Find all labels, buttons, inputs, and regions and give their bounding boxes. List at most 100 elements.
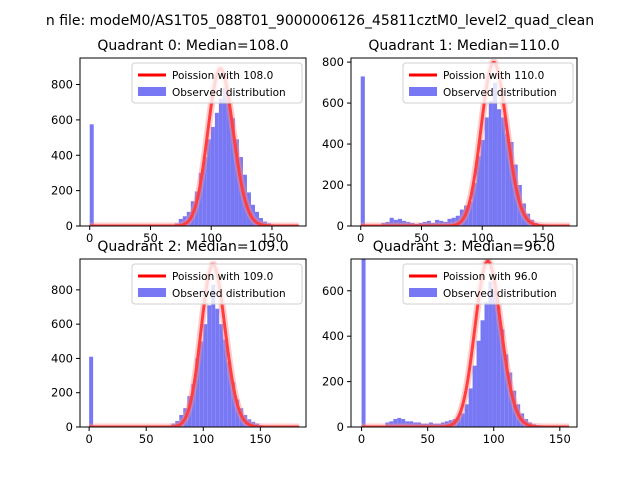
histogram-bar xyxy=(508,372,513,427)
histogram-bar xyxy=(476,340,481,427)
x-tick-label: 50 xyxy=(420,432,435,446)
histogram-bar xyxy=(393,219,398,226)
figure-suptitle: n file: modeM0/AS1T05_088T01_9000006126_… xyxy=(46,13,594,29)
x-tick-label: 150 xyxy=(549,432,571,446)
histogram-bar xyxy=(459,209,464,226)
histogram-bar xyxy=(402,220,407,226)
histogram-bar xyxy=(509,142,514,226)
histogram-bar xyxy=(492,290,497,427)
histogram-bar xyxy=(191,384,196,427)
histogram-bar xyxy=(447,218,452,226)
histogram-bar xyxy=(413,422,418,427)
legend-label-observed: Observed distribution xyxy=(172,288,286,300)
y-tick-label: 200 xyxy=(51,184,73,198)
histogram-bar xyxy=(421,423,426,427)
legend-label-fit: Poission with 96.0 xyxy=(443,271,538,283)
legend-label-observed: Observed distribution xyxy=(172,87,286,99)
x-tick-label: 100 xyxy=(471,231,493,245)
histogram-bar xyxy=(428,422,433,427)
histogram-bar xyxy=(488,281,493,427)
histogram-bar xyxy=(393,419,398,427)
histogram-bar xyxy=(439,220,444,226)
histogram-bar xyxy=(235,399,240,427)
x-tick-label: 50 xyxy=(139,432,154,446)
histogram-bar xyxy=(468,388,473,427)
histogram-bar xyxy=(195,358,200,427)
legend-label-observed: Observed distribution xyxy=(443,87,557,99)
legend-patch-swatch xyxy=(409,87,437,96)
histogram-bar xyxy=(219,324,224,427)
poisson-fit-glow xyxy=(360,59,570,226)
legend: Poission with 109.0 Observed distribution xyxy=(131,263,303,305)
legend-label-observed: Observed distribution xyxy=(443,288,557,300)
histogram-bar xyxy=(210,126,215,226)
quadrant-panel: 0 50 100 150 0 200 400 600 800 Poission with 110.… xyxy=(322,38,578,245)
histogram-bar xyxy=(425,423,429,427)
legend-patch-swatch xyxy=(409,288,437,297)
histogram-bar xyxy=(385,422,390,427)
histogram-bar xyxy=(175,421,180,427)
legend-label-fit: Poission with 108.0 xyxy=(172,70,273,82)
legend: Poission with 96.0 Observed distribution xyxy=(402,263,574,305)
histogram-bar xyxy=(211,284,216,427)
histogram-bar xyxy=(501,117,506,226)
histogram-bar xyxy=(218,98,223,226)
panel-title: Quadrant 3: Median=96.0 xyxy=(373,239,555,255)
axes-frame xyxy=(350,57,578,227)
histogram-bar xyxy=(435,219,440,226)
histogram-bar xyxy=(381,222,386,226)
x-tick-label: 0 xyxy=(85,432,92,446)
panel-title: Quadrant 2: Median=109.0 xyxy=(97,239,288,255)
axes-frame xyxy=(79,57,307,227)
histogram-bar xyxy=(230,118,235,226)
histogram-bar xyxy=(389,421,394,427)
poisson-fit-line xyxy=(89,67,299,226)
x-tick-label: 0 xyxy=(358,432,365,446)
histogram-bar xyxy=(361,259,366,427)
histogram-bar xyxy=(455,215,460,226)
histogram-bar xyxy=(451,217,456,226)
y-tick-label: 400 xyxy=(51,148,73,162)
histogram-bar xyxy=(432,423,437,427)
histogram-bar xyxy=(484,302,489,427)
y-tick-label: 400 xyxy=(51,351,73,365)
histogram-bar xyxy=(203,324,208,427)
histogram-bar xyxy=(426,220,431,226)
panel-title: Quadrant 1: Median=110.0 xyxy=(368,38,559,54)
histogram-bar xyxy=(422,221,427,226)
histogram-bar xyxy=(389,217,394,226)
histogram-bar xyxy=(497,109,502,226)
histogram-bar xyxy=(496,306,501,427)
histogram-bar xyxy=(182,216,187,226)
legend-box xyxy=(402,263,574,305)
x-tick-label: 100 xyxy=(483,432,505,446)
histogram-bar xyxy=(238,157,243,226)
y-tick-label: 200 xyxy=(322,178,344,192)
histogram-bar xyxy=(430,222,436,226)
histogram-bar xyxy=(214,112,219,226)
histogram-bar xyxy=(231,382,236,427)
histogram-bar xyxy=(460,413,465,427)
y-tick-label: 600 xyxy=(51,317,73,331)
histogram-bar xyxy=(440,422,445,427)
histogram-bar xyxy=(223,339,228,427)
histogram-bar xyxy=(258,218,263,226)
histogram-bar xyxy=(251,421,256,427)
x-tick-label: 150 xyxy=(532,231,554,245)
poisson-fit-line xyxy=(360,61,570,226)
histogram-bar xyxy=(513,164,518,226)
y-tick-label: 0 xyxy=(337,219,344,233)
histogram-bar xyxy=(444,421,449,427)
histogram-bar xyxy=(505,133,510,226)
legend-label-fit: Poission with 110.0 xyxy=(443,70,544,82)
y-tick-label: 400 xyxy=(322,329,344,343)
y-tick-label: 400 xyxy=(322,137,344,151)
histogram-bar xyxy=(472,182,477,226)
histogram-bar xyxy=(488,101,493,226)
y-tick-label: 800 xyxy=(51,78,73,92)
y-tick-label: 600 xyxy=(51,113,73,127)
histogram-bar xyxy=(484,117,489,226)
quadrant-panel: 0 50 100 150 0 200 400 600 800 Poission with 108.… xyxy=(51,38,307,245)
histogram-bar xyxy=(436,423,441,427)
legend-box xyxy=(402,62,574,104)
